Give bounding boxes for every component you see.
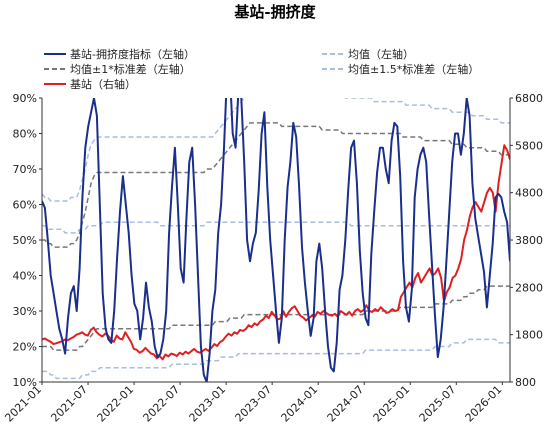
x-tick-label: 2021-01	[2, 383, 44, 425]
series-line-0	[42, 98, 510, 382]
legend-label: 基站（右轴）	[70, 77, 136, 91]
x-tick-label: 2024-01	[279, 383, 321, 425]
y-left-tick-label: 70%	[13, 163, 37, 176]
legend: 基站-拥挤度指标（左轴） 均值（左轴） 均值±1*标准差（左轴） 均值±1.5*标准差…	[44, 47, 479, 91]
y-right-tick-label: 6800	[515, 92, 543, 105]
y-left-tick-label: 60%	[13, 199, 37, 212]
y-right-tick-label: 800	[515, 376, 536, 389]
x-tick-label: 2021-07	[48, 383, 90, 425]
y-left-tick-label: 80%	[13, 128, 37, 141]
series-line-5	[42, 338, 510, 380]
y-right-tick-label: 5800	[515, 139, 543, 152]
legend-label: 均值（左轴）	[348, 47, 414, 61]
y-left-tick-label: 40%	[13, 270, 37, 283]
y-left-tick-label: 50%	[13, 234, 37, 247]
x-tick-label: 2023-01	[187, 383, 229, 425]
x-tick-label: 2024-07	[325, 383, 367, 425]
x-tick-label: 2022-07	[141, 383, 183, 425]
y-left-tick-label: 90%	[13, 92, 37, 105]
plot-lines	[42, 98, 510, 382]
legend-label: 均值±1.5*标准差（左轴）	[348, 62, 479, 76]
x-tick-label: 2022-01	[94, 383, 136, 425]
legend-label: 均值±1*标准差（左轴）	[70, 62, 191, 76]
y-right-tick-label: 4800	[515, 187, 543, 200]
x-tick-label: 2025-07	[417, 383, 459, 425]
y-right-tick-label: 2800	[515, 281, 543, 294]
chart-title: 基站-拥挤度	[233, 3, 316, 21]
x-tick-label: 2023-07	[233, 383, 275, 425]
legend-label: 基站-拥挤度指标（左轴）	[70, 47, 195, 61]
y-left-tick-label: 20%	[13, 341, 37, 354]
y-left-tick-label: 10%	[13, 376, 37, 389]
series-line-1	[42, 221, 510, 234]
y-left-tick-label: 30%	[13, 305, 37, 318]
series-line-4	[42, 98, 510, 202]
y-right-tick-label: 3800	[515, 234, 543, 247]
x-tick-label: 2025-01	[371, 383, 413, 425]
x-tick-label: 2026-01	[463, 383, 505, 425]
y-right-tick-label: 1800	[515, 329, 543, 342]
series-line-2	[42, 122, 510, 248]
